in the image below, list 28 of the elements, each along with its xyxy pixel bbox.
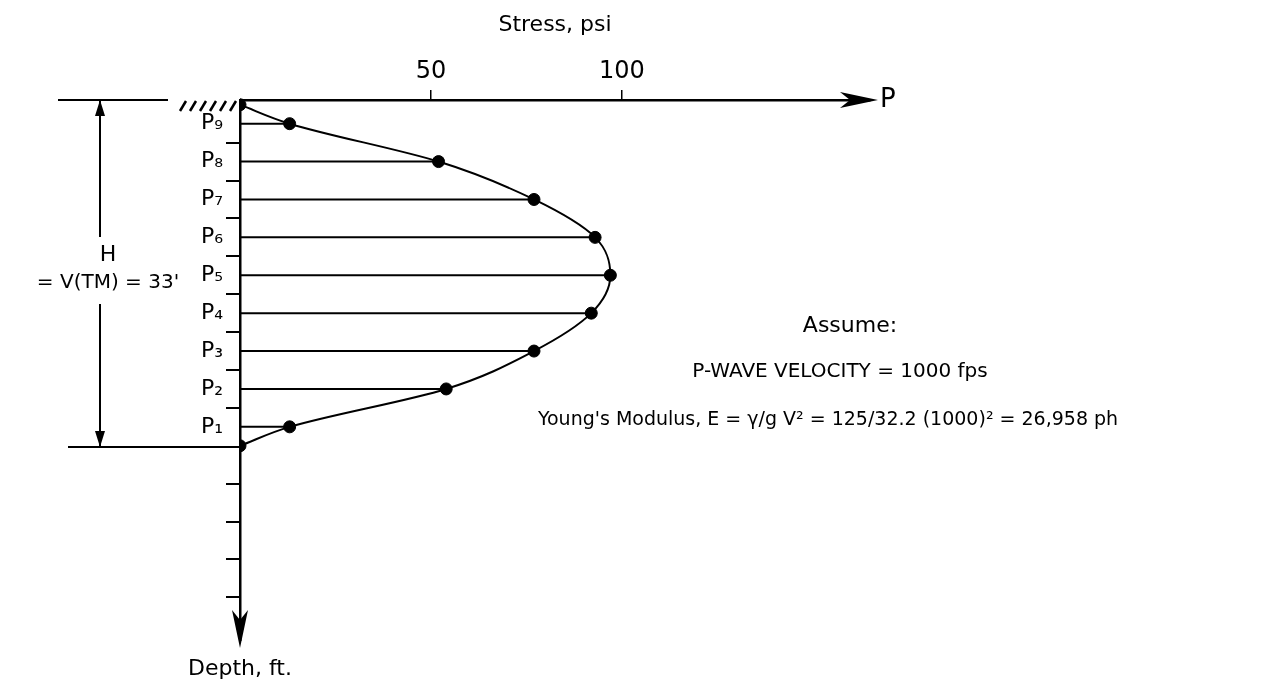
text: = V(TM) = 33' bbox=[36, 269, 180, 294]
point bbox=[588, 230, 602, 244]
y-tick-label: P₈ bbox=[200, 147, 224, 173]
y-tick-label: P₃ bbox=[200, 336, 223, 362]
point bbox=[283, 117, 297, 131]
point bbox=[527, 192, 541, 206]
point bbox=[603, 268, 617, 282]
text: P bbox=[880, 82, 896, 113]
y-axis-title: Depth, ft. bbox=[188, 654, 292, 680]
annotation: Young's Modulus, E = γ/g V² = 125/32.2 (1000)² = 26,958 ph bbox=[536, 406, 1119, 429]
y-tick-label: P₂ bbox=[200, 374, 223, 400]
x-tick-label: 100 bbox=[598, 55, 645, 84]
annotation: Assume: bbox=[802, 311, 898, 337]
x-axis-title: Stress, psi bbox=[498, 10, 612, 36]
annotation: P-WAVE VELOCITY = 1000 fps bbox=[692, 358, 988, 383]
y-tick-label: P₇ bbox=[200, 185, 223, 211]
y-tick-label: P₆ bbox=[200, 223, 224, 249]
point bbox=[283, 420, 297, 434]
point bbox=[432, 155, 446, 169]
text: H bbox=[99, 240, 117, 266]
y-tick-label: P₁ bbox=[200, 412, 223, 438]
point bbox=[439, 382, 453, 396]
y-tick-label: P₉ bbox=[200, 109, 223, 135]
point bbox=[527, 344, 541, 358]
x-tick-label: 50 bbox=[415, 55, 447, 84]
y-tick-label: P₅ bbox=[200, 260, 223, 286]
y-tick-label: P₄ bbox=[200, 298, 224, 324]
point bbox=[584, 306, 598, 320]
